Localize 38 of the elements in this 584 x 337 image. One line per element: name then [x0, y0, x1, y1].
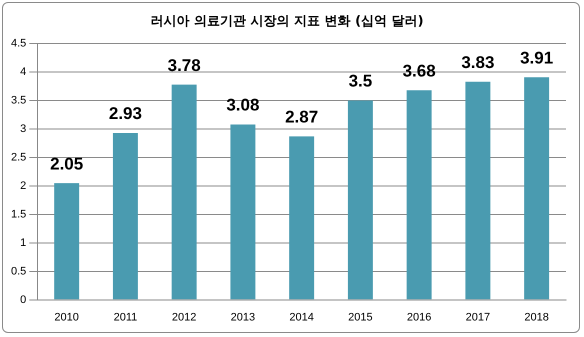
bar: [230, 124, 256, 300]
y-tick-label: 3.5: [10, 94, 26, 107]
y-tick-label: 0: [20, 294, 26, 306]
x-tick-label: 2011: [114, 311, 138, 324]
y-tick-label: 4: [20, 66, 26, 78]
chart-title: 러시아 의료기관 시장의 지표 변화 (십억 달러): [150, 14, 424, 30]
x-tick-label: 2010: [54, 311, 79, 324]
data-label: 3.91: [520, 48, 554, 68]
data-label: 3.83: [461, 52, 494, 72]
bar: [406, 90, 432, 300]
data-label: 2.05: [50, 154, 84, 174]
bar: [524, 77, 550, 300]
bar: [112, 132, 138, 300]
data-label: 3.78: [168, 56, 201, 75]
x-tick-label: 2012: [172, 311, 196, 324]
y-tick-label: 2: [20, 180, 26, 192]
bar: [54, 183, 80, 300]
bar: [348, 100, 373, 300]
y-tick-label: 2.5: [10, 152, 26, 164]
bar: [289, 136, 314, 300]
data-label: 2.93: [108, 104, 142, 124]
data-label: 3.5: [348, 72, 372, 91]
x-tick-label: 2018: [524, 311, 549, 324]
x-tick-label: 2015: [348, 311, 373, 324]
x-tick-label: 2014: [289, 311, 314, 324]
y-tick-label: 1: [20, 236, 26, 249]
y-tick-label: 4.5: [10, 38, 26, 50]
data-label: 3.68: [402, 61, 436, 80]
x-tick-label: 2017: [466, 311, 490, 324]
data-label: 3.08: [226, 96, 260, 115]
y-tick-label: 1.5: [10, 208, 26, 220]
bar: [172, 84, 197, 300]
x-tick-label: 2016: [406, 311, 432, 324]
y-tick-label: 0.5: [10, 265, 26, 278]
x-tick-label: 2013: [230, 311, 256, 324]
y-tick-label: 3: [20, 123, 26, 136]
data-label: 2.87: [285, 108, 318, 127]
bar: [465, 82, 490, 300]
